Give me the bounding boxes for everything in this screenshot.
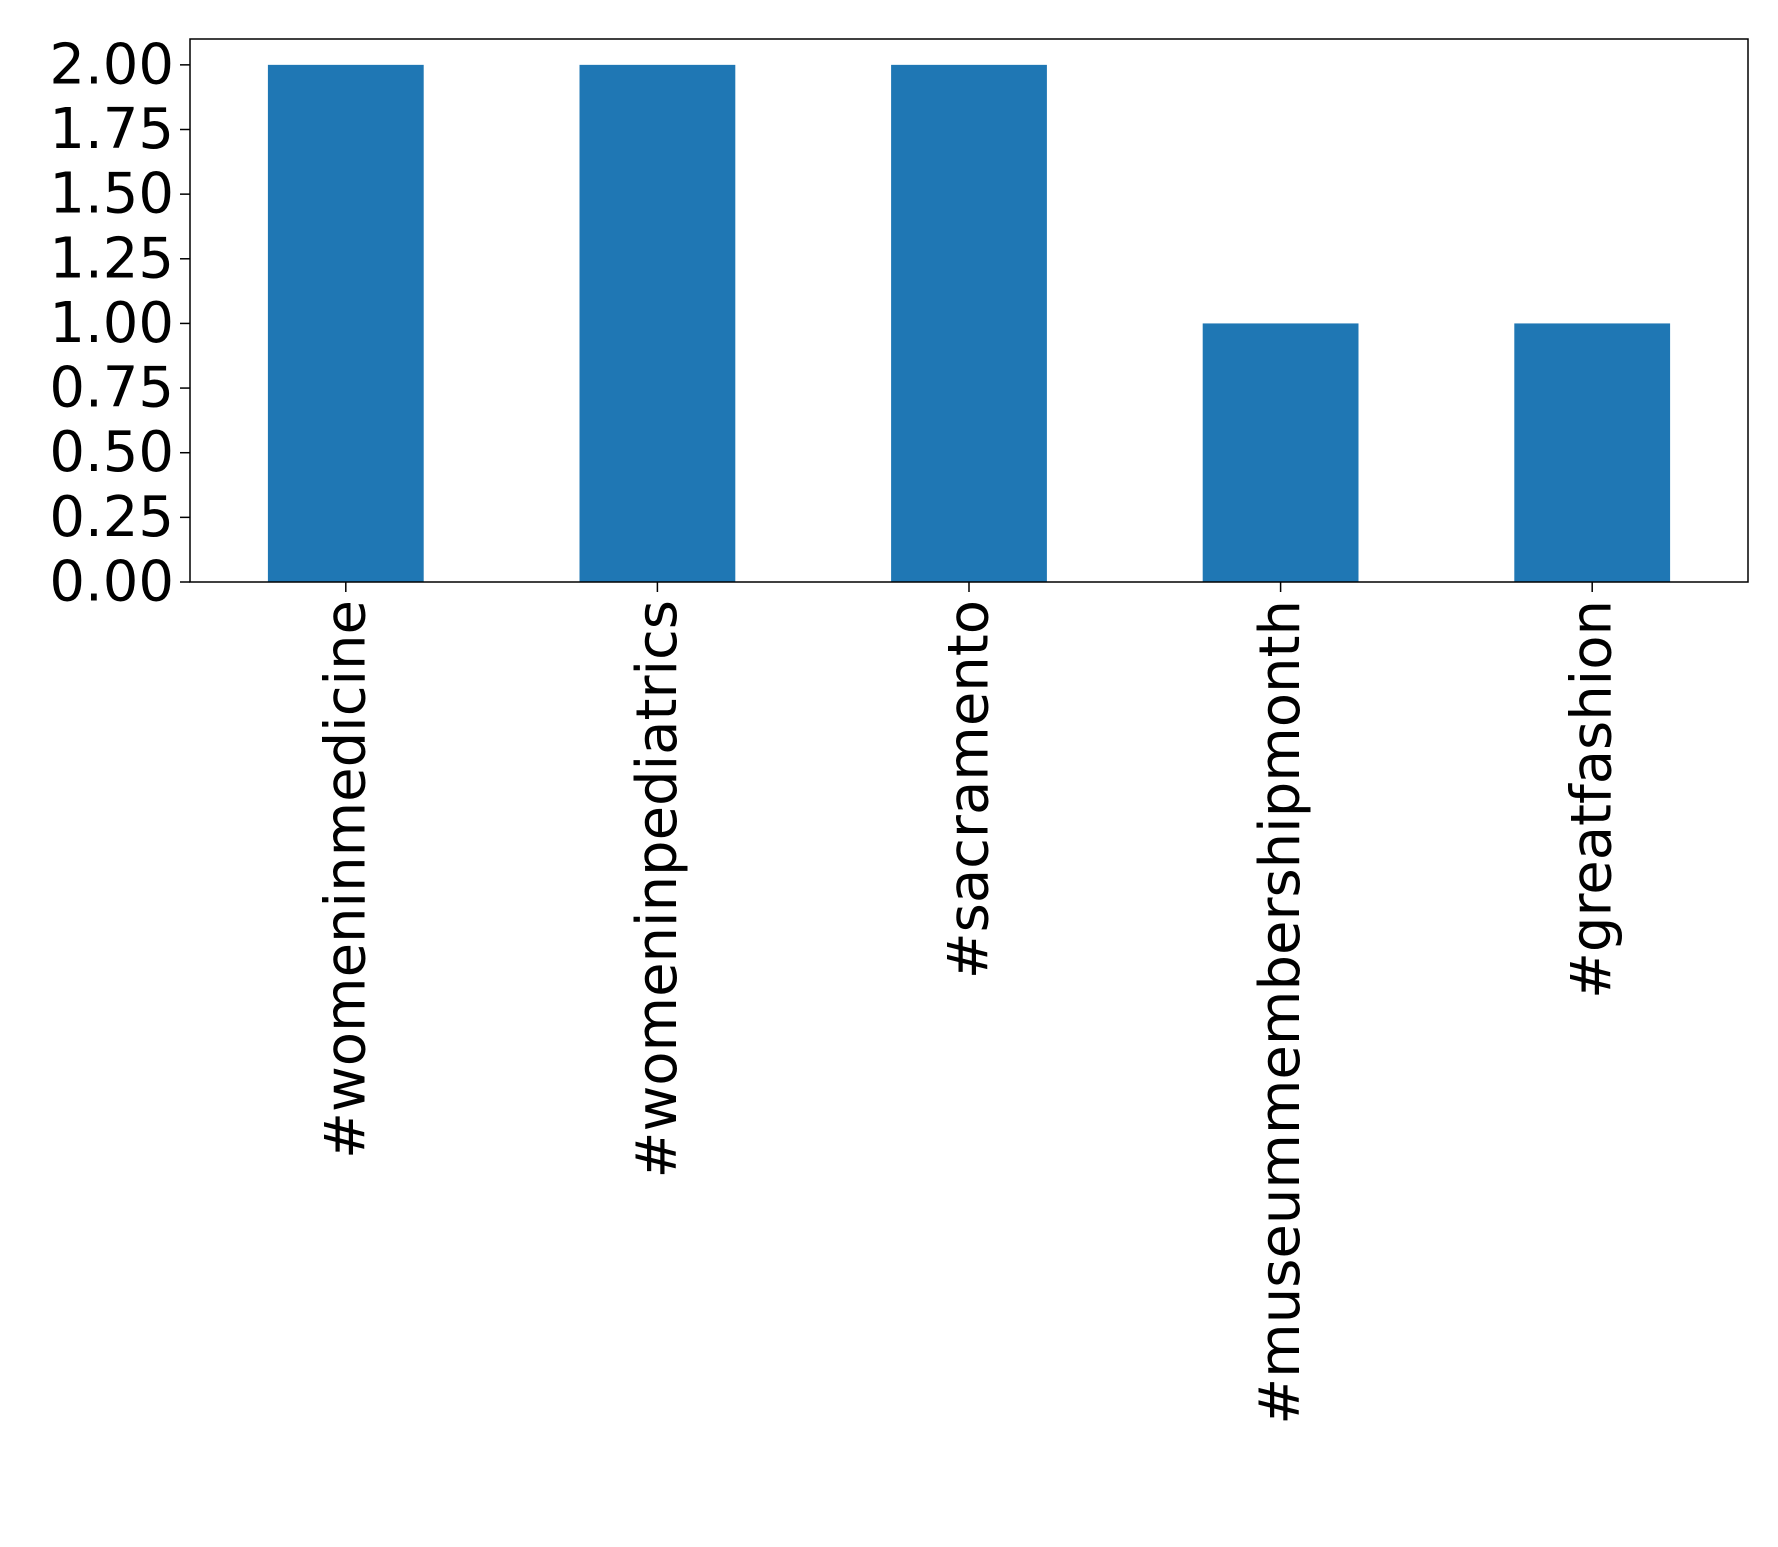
y-tick-label: 1.50 (49, 162, 174, 227)
bar (579, 64, 736, 583)
y-tick-label: 2.00 (49, 32, 174, 97)
y-tick-label: 0.25 (49, 485, 174, 550)
x-tick-label: #sacramento (937, 600, 1002, 979)
x-tick-label: #womeninpediatrics (625, 600, 690, 1178)
bar (1514, 323, 1671, 582)
y-tick-label: 1.25 (49, 226, 174, 291)
x-axis: #womeninmedicine #womeninpediatrics #sacra… (313, 582, 1625, 1425)
y-axis: 0.000.250.500.751.001.251.501.752.00 (49, 32, 190, 615)
bar (1202, 323, 1359, 582)
x-tick-label: #museummembershipmonth (1248, 600, 1313, 1425)
y-tick-label: 1.75 (49, 97, 174, 162)
plot-frame (189, 38, 1749, 583)
bars-group (267, 64, 1671, 583)
bar (267, 64, 424, 583)
y-tick-label: 0.75 (49, 356, 174, 421)
x-tick-label: #greatfashion (1560, 600, 1625, 999)
x-tick-label: #womeninmedicine (313, 600, 378, 1159)
y-tick-label: 1.00 (49, 291, 174, 356)
y-tick-label: 0.00 (49, 550, 174, 615)
y-tick-label: 0.50 (49, 420, 174, 485)
bar (891, 64, 1047, 583)
